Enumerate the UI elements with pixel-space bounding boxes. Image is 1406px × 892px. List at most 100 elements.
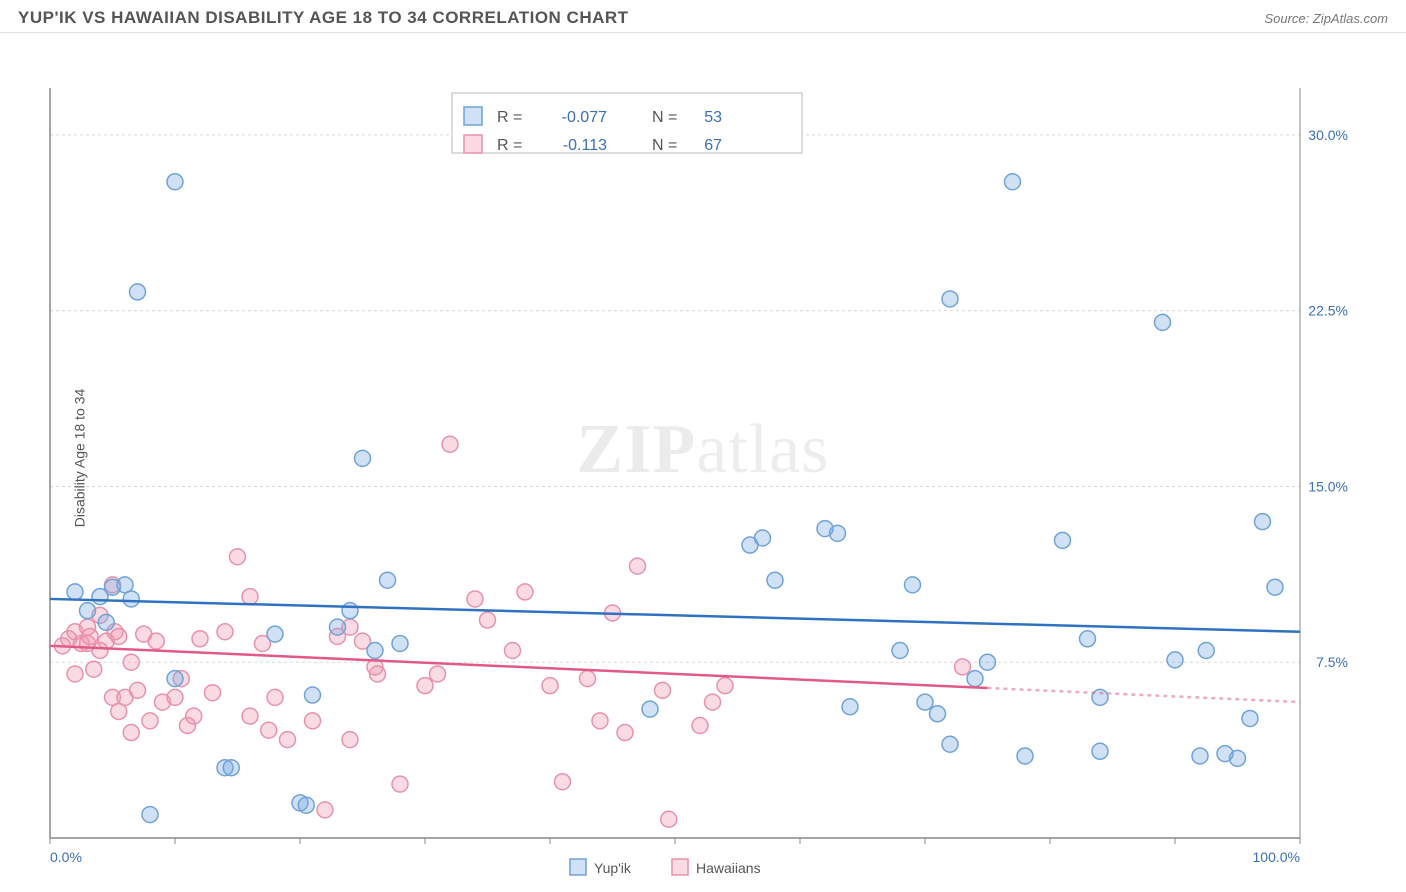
data-point [67, 666, 83, 682]
data-point [1255, 514, 1271, 530]
legend-swatch [464, 107, 482, 125]
data-point [280, 732, 296, 748]
data-point [148, 633, 164, 649]
svg-text:0.0%: 0.0% [50, 849, 82, 865]
data-point [330, 619, 346, 635]
data-point [392, 635, 408, 651]
legend-r-value: -0.077 [562, 109, 607, 126]
data-point [480, 612, 496, 628]
data-point [1005, 174, 1021, 190]
data-point [130, 682, 146, 698]
data-point [305, 713, 321, 729]
data-point [917, 694, 933, 710]
legend-swatch [464, 135, 482, 153]
trend-line [50, 599, 1300, 632]
data-point [80, 603, 96, 619]
data-point [298, 797, 314, 813]
data-point [86, 661, 102, 677]
legend-label: Hawaiians [696, 860, 761, 876]
legend-n-value: 53 [704, 109, 722, 126]
data-point [842, 699, 858, 715]
data-point [905, 577, 921, 593]
data-point [186, 708, 202, 724]
svg-text:15.0%: 15.0% [1308, 478, 1348, 494]
data-point [1155, 314, 1171, 330]
data-point [342, 603, 358, 619]
data-point [467, 591, 483, 607]
data-point [342, 732, 358, 748]
svg-text:22.5%: 22.5% [1308, 303, 1348, 319]
data-point [380, 572, 396, 588]
data-point [267, 626, 283, 642]
data-point [355, 450, 371, 466]
data-point [392, 776, 408, 792]
data-point [1092, 743, 1108, 759]
data-point [82, 628, 98, 644]
data-point [98, 614, 114, 630]
data-point [1230, 750, 1246, 766]
legend-n-label: N = [652, 137, 677, 154]
chart-title: YUP'IK VS HAWAIIAN DISABILITY AGE 18 TO … [18, 8, 629, 28]
data-point [542, 678, 558, 694]
data-point [261, 722, 277, 738]
data-point [642, 701, 658, 717]
data-point [305, 687, 321, 703]
data-point [142, 807, 158, 823]
data-point [892, 643, 908, 659]
svg-text:7.5%: 7.5% [1316, 654, 1348, 670]
data-point [930, 706, 946, 722]
data-point [1192, 748, 1208, 764]
data-point [967, 671, 983, 687]
data-point [67, 584, 83, 600]
data-point [142, 713, 158, 729]
legend-n-value: 67 [704, 137, 722, 154]
scatter-chart: 0.0% 100.0% 7.5% 15.0% 22.5% 30.0% R = -0.077 N … [0, 33, 1406, 883]
svg-text:100.0%: 100.0% [1253, 849, 1300, 865]
legend-label: Yup'ik [594, 860, 632, 876]
data-point [580, 671, 596, 687]
data-point [705, 694, 721, 710]
data-point [192, 631, 208, 647]
legend-r-value: -0.113 [563, 137, 607, 154]
data-point [317, 802, 333, 818]
data-point [1267, 579, 1283, 595]
data-point [1017, 748, 1033, 764]
data-point [417, 678, 433, 694]
data-point [217, 624, 233, 640]
data-point [123, 654, 139, 670]
data-point [167, 689, 183, 705]
data-point [167, 671, 183, 687]
data-point [267, 689, 283, 705]
trend-line-dashed [988, 688, 1301, 702]
legend-swatch [672, 859, 688, 875]
data-point [1242, 710, 1258, 726]
data-point [505, 643, 521, 659]
data-point [370, 666, 386, 682]
data-point [367, 643, 383, 659]
data-point [755, 530, 771, 546]
data-point [123, 725, 139, 741]
data-point [555, 774, 571, 790]
chart-area: Disability Age 18 to 34 ZIPatlas 0.0%100… [0, 33, 1406, 883]
legend-r-label: R = [497, 109, 522, 126]
legend-n-label: N = [652, 109, 677, 126]
data-point [1055, 532, 1071, 548]
data-point [830, 525, 846, 541]
data-point [592, 713, 608, 729]
data-point [167, 174, 183, 190]
data-point [230, 549, 246, 565]
data-point [223, 760, 239, 776]
data-point [955, 659, 971, 675]
data-point [617, 725, 633, 741]
data-point [717, 678, 733, 694]
data-point [242, 708, 258, 724]
legend-r-label: R = [497, 137, 522, 154]
chart-source: Source: ZipAtlas.com [1264, 11, 1388, 26]
data-point [767, 572, 783, 588]
data-point [130, 284, 146, 300]
data-point [692, 718, 708, 734]
data-point [655, 682, 671, 698]
data-point [1167, 652, 1183, 668]
svg-text:30.0%: 30.0% [1308, 127, 1348, 143]
data-point [661, 811, 677, 827]
